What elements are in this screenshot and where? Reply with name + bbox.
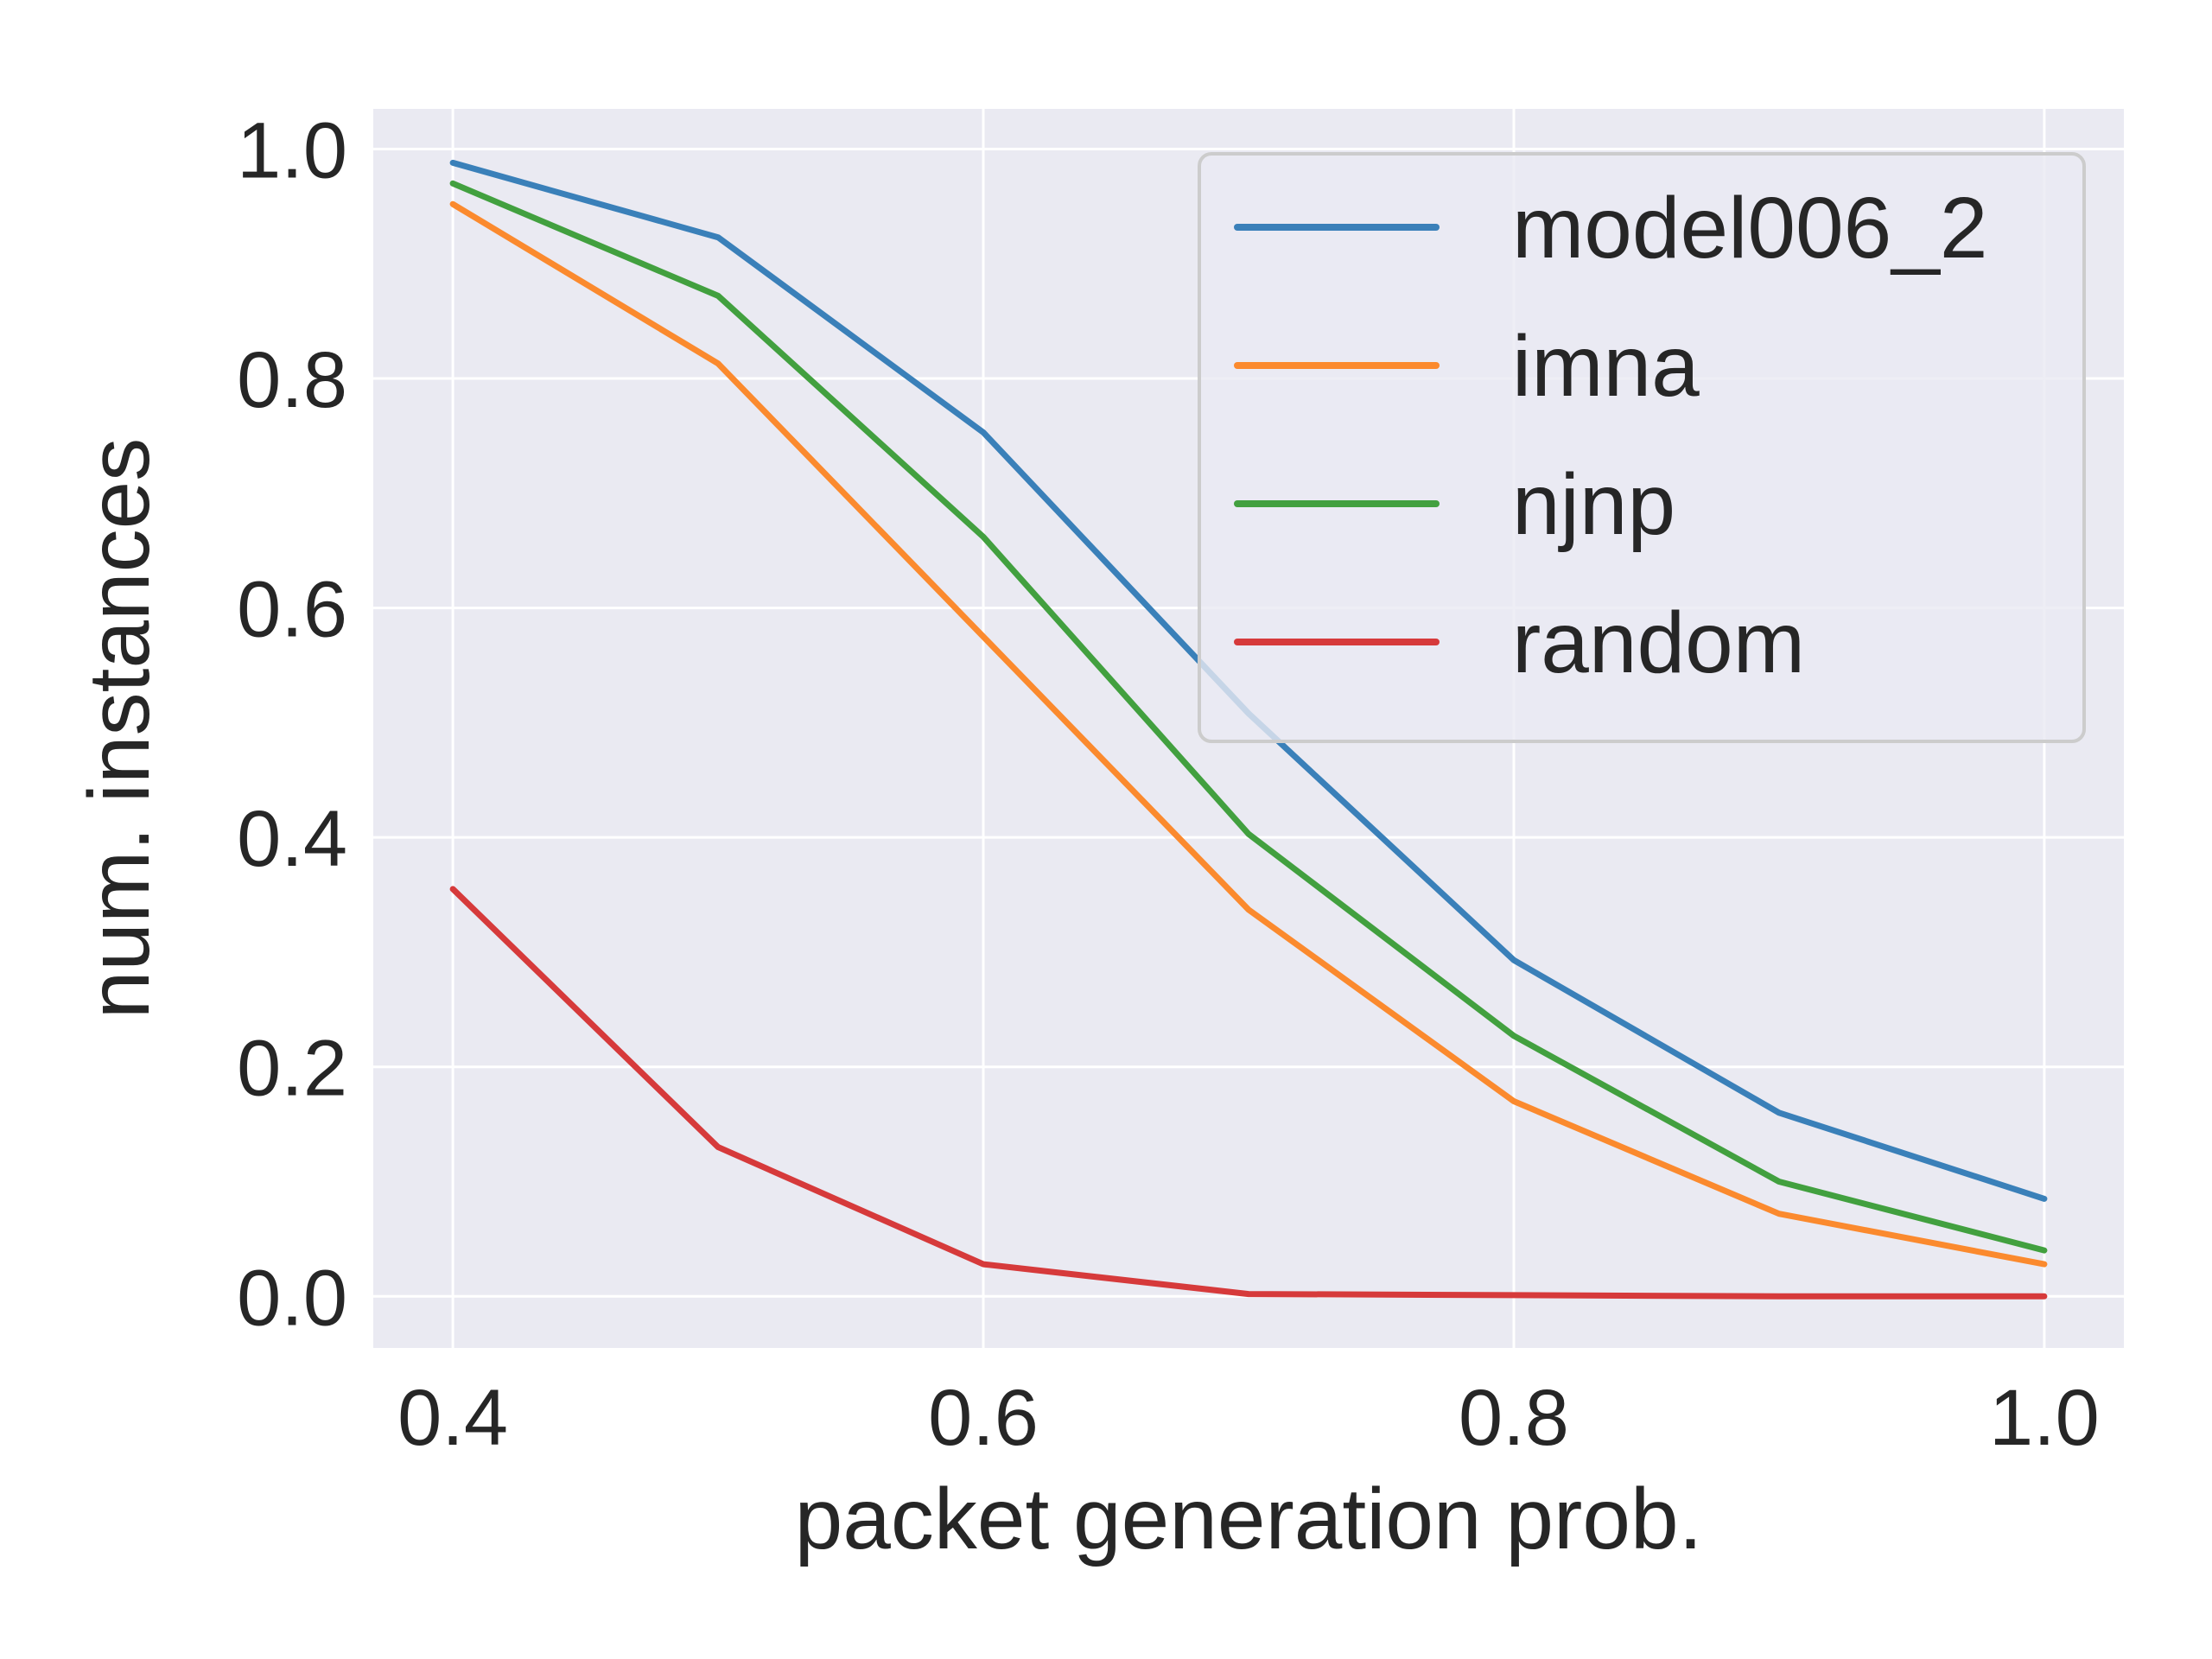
y-tick-label: 0.6 xyxy=(237,566,347,654)
x-tick-label: 0.8 xyxy=(1459,1374,1569,1462)
y-tick-label: 1.0 xyxy=(237,106,347,194)
tick-labels: 0.4 0.6 0.8 1.0 0.0 0.2 0.4 0.6 0.8 1.0 xyxy=(237,106,2100,1462)
series-line-imna xyxy=(449,200,2048,1268)
legend-label-imna: imna xyxy=(1512,318,1700,415)
x-tick-label: 0.4 xyxy=(397,1374,508,1462)
legend-frame xyxy=(1198,152,2086,743)
series-line-random xyxy=(449,886,2048,1300)
legend-label-random: random xyxy=(1512,594,1805,691)
y-tick-label: 0.2 xyxy=(237,1025,347,1113)
y-tick-label: 0.0 xyxy=(237,1254,347,1342)
y-axis-label: num. instances xyxy=(71,438,168,1020)
x-tick-label: 0.6 xyxy=(928,1374,1039,1462)
legend-label-njnp: njnp xyxy=(1512,456,1675,553)
series-line-njnp xyxy=(449,180,2048,1254)
y-tick-label: 0.4 xyxy=(237,795,347,883)
y-tick-label: 0.8 xyxy=(237,336,347,424)
x-axis-label: packet generation prob. xyxy=(795,1471,1703,1567)
x-tick-label: 1.0 xyxy=(1989,1374,2100,1462)
legend-label-model006_2: model006_2 xyxy=(1512,180,1987,276)
